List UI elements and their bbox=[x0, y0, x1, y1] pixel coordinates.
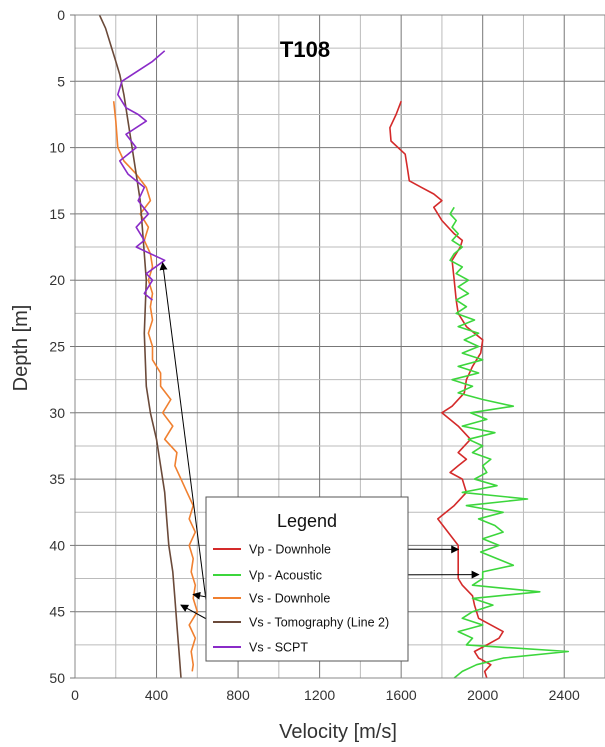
y-tick-label: 45 bbox=[49, 604, 65, 620]
x-tick-label: 0 bbox=[71, 687, 79, 703]
chart-title: T108 bbox=[280, 37, 330, 62]
legend-title: Legend bbox=[277, 511, 337, 531]
y-tick-label: 10 bbox=[49, 140, 65, 156]
y-tick-label: 35 bbox=[49, 471, 65, 487]
series-line-vs-tomography-line-2 bbox=[98, 14, 182, 679]
x-tick-label: 2400 bbox=[549, 687, 580, 703]
y-tick-label: 20 bbox=[49, 272, 65, 288]
x-tick-label: 2000 bbox=[467, 687, 498, 703]
y-tick-label: 15 bbox=[49, 206, 65, 222]
y-tick-label: 25 bbox=[49, 339, 65, 355]
x-tick-label: 400 bbox=[145, 687, 169, 703]
y-tick-label: 40 bbox=[49, 537, 65, 553]
x-tick-label: 1600 bbox=[386, 687, 417, 703]
y-tick-label: 50 bbox=[49, 670, 65, 686]
axis-ticks: 0 400 800 1200 1600 2000 2400 0 5 10 15 20 25 30 35 40 4… bbox=[49, 7, 580, 703]
y-tick-label: 30 bbox=[49, 405, 65, 421]
legend-arrow bbox=[159, 261, 213, 648]
legend-label: Vs - Downhole bbox=[249, 592, 330, 606]
legend-label: Vs - SCPT bbox=[249, 641, 308, 655]
series-lines bbox=[98, 14, 570, 679]
legend: Legend Vp - Downhole Vp - Acoustic Vs - Do… bbox=[205, 496, 409, 662]
y-axis-title: Depth [m] bbox=[10, 305, 32, 392]
grid bbox=[75, 15, 605, 678]
x-tick-label: 800 bbox=[226, 687, 250, 703]
x-tick-label: 1200 bbox=[304, 687, 335, 703]
series-line-vs-downhole bbox=[112, 101, 199, 672]
series-line-vp-downhole bbox=[389, 100, 504, 679]
x-axis-title: Velocity [m/s] bbox=[279, 721, 397, 743]
legend-label: Vp - Downhole bbox=[249, 543, 331, 557]
series-line-vp-acoustic bbox=[449, 206, 570, 679]
legend-box bbox=[205, 496, 409, 662]
y-tick-label: 5 bbox=[57, 73, 65, 89]
legend-label: Vs - Tomography (Line 2) bbox=[249, 616, 389, 630]
legend-label: Vp - Acoustic bbox=[249, 569, 322, 583]
series-line-vs-scpt bbox=[117, 50, 166, 301]
y-tick-label: 0 bbox=[57, 7, 65, 23]
